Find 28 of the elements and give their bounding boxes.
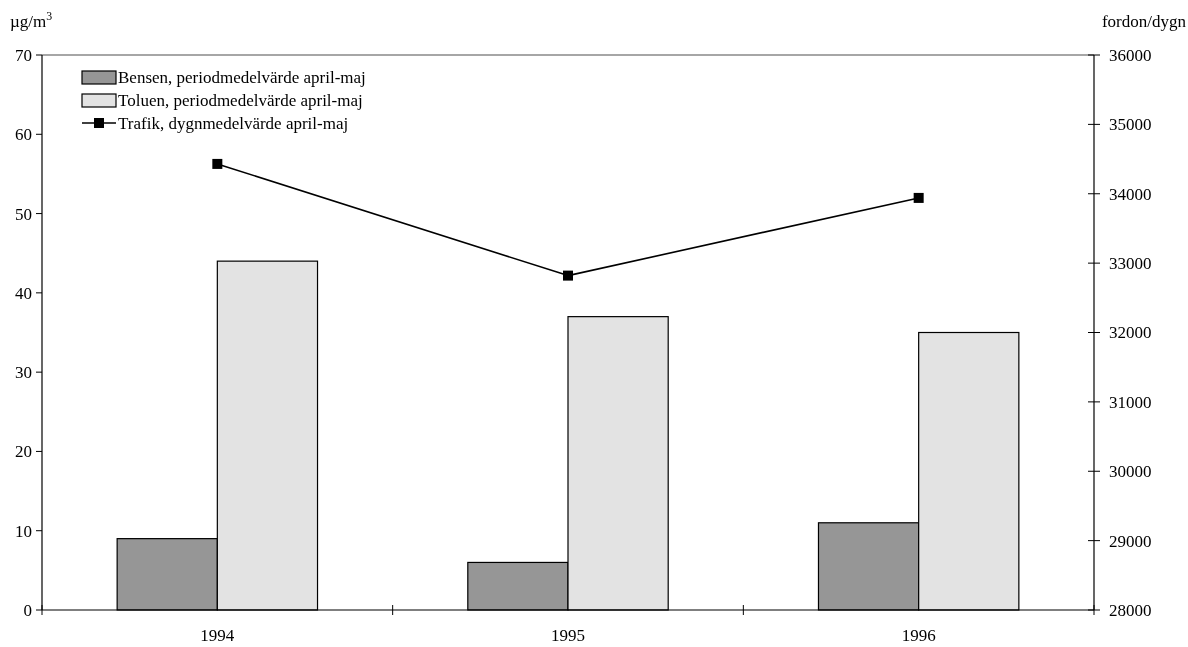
legend-label: Toluen, periodmedelvärde april-maj — [118, 90, 363, 110]
y-axis-title: µg/m$^{3}$ — [10, 9, 53, 31]
y-tick-label: 20 — [15, 442, 32, 462]
legend-label: Trafik, dygnmedelvärde april-maj — [118, 113, 349, 133]
legend-label: Bensen, periodmedelvärde april-maj — [118, 67, 366, 87]
y-tick-label: 10 — [15, 521, 32, 541]
y-tick-label: 60 — [15, 125, 32, 145]
x-tick-label: 1996 — [901, 626, 936, 645]
point — [212, 158, 223, 169]
y2-tick-label: 32000 — [1109, 323, 1152, 343]
y2-tick-label: 34000 — [1109, 184, 1152, 204]
point — [563, 270, 573, 281]
x-tick-label: 1994 — [200, 626, 235, 645]
y-tick-label: 40 — [15, 283, 32, 303]
y-tick-label: 0 — [23, 600, 32, 620]
y-tick-label: 50 — [15, 204, 32, 224]
y2-tick-label: 35000 — [1109, 115, 1152, 135]
y-tick-label: 70 — [15, 45, 32, 65]
y2-tick-label: 29000 — [1109, 531, 1152, 551]
x-tick-label: 1995 — [551, 626, 585, 645]
y2-tick-label: 31000 — [1109, 392, 1152, 412]
y-tick-label: 30 — [15, 363, 32, 383]
point — [913, 192, 924, 203]
y2-tick-label: 36000 — [1109, 45, 1152, 65]
y2-tick-label: 28000 — [1109, 600, 1152, 620]
y2-tick-label: 33000 — [1109, 254, 1152, 274]
y2-tick-label: 30000 — [1109, 462, 1152, 482]
y2-axis-title: fordon/dygn — [1101, 12, 1187, 31]
